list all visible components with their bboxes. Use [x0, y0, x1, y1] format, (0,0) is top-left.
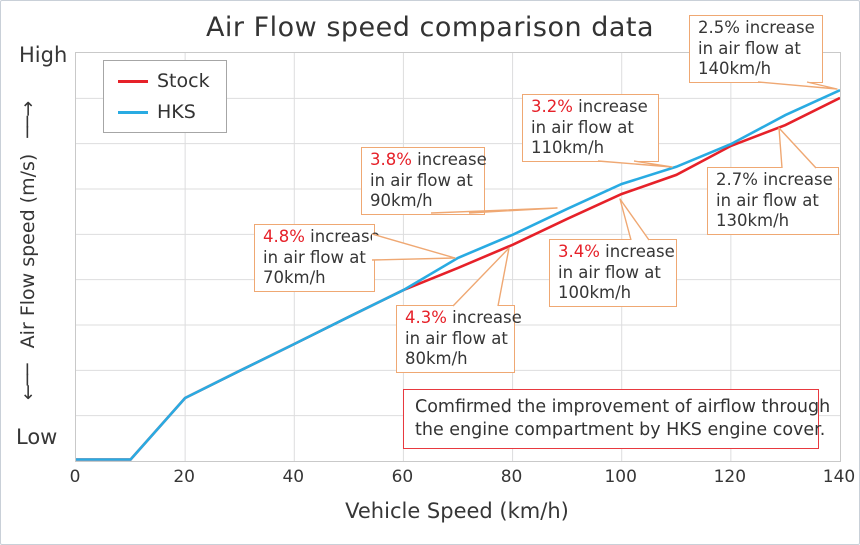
x-tick-20: 20: [173, 467, 195, 487]
annotation-130kmh-line3: 130km/h: [716, 211, 790, 230]
annotation-110kmh-suffix: increase: [578, 97, 648, 116]
annotation-70kmh-percent: 4.8%: [263, 227, 305, 246]
annotation-140kmh-suffix: increase: [745, 18, 815, 37]
annotation-80kmh-percent: 4.3%: [405, 308, 447, 327]
x-tick-40: 40: [282, 467, 305, 487]
annotation-110kmh-line3: 110km/h: [531, 138, 605, 157]
annotation-70kmh-line3: 70km/h: [263, 268, 326, 287]
annotation-100kmh-percent: 3.4%: [558, 242, 600, 261]
annotation-110kmh-line2: in air flow at: [531, 117, 634, 137]
annotation-130kmh-line2: in air flow at: [716, 190, 819, 210]
legend-label-hks: HKS: [157, 101, 196, 123]
annotation-130kmh: 2.7% increase in air flow at 130km/h: [707, 167, 839, 235]
y-axis-high-label: High: [19, 43, 68, 67]
hks-line-swatch-icon: [118, 110, 148, 114]
legend-label-stock: Stock: [157, 70, 210, 92]
x-tick-120: 120: [713, 467, 747, 487]
annotation-80kmh: 4.3% increase in air flow at 80km/h: [396, 305, 522, 373]
annotation-80kmh-suffix: increase: [452, 308, 522, 327]
annotation-90kmh-suffix: increase: [417, 150, 487, 169]
legend-item-hks: HKS: [118, 101, 226, 123]
annotation-90kmh: 3.8% increase in air flow at 90km/h: [361, 147, 487, 215]
annotation-130kmh-suffix: increase: [763, 170, 833, 189]
summary-line-2: the engine compartment by HKS engine cov…: [415, 420, 826, 440]
legend-item-stock: Stock: [118, 70, 226, 92]
x-axis-label: Vehicle Speed (km/h): [345, 499, 569, 523]
annotation-100kmh-line3: 100km/h: [558, 283, 632, 302]
annotation-70kmh-suffix: increase: [310, 227, 380, 246]
y-axis-arrow-down-icon: ←──: [17, 364, 39, 401]
annotation-70kmh: 4.8% increase in air flow at 70km/h: [254, 224, 380, 292]
annotation-110kmh: 3.2% increase in air flow at 110km/h: [522, 94, 659, 162]
annotation-80kmh-line3: 80km/h: [405, 349, 468, 368]
x-tick-0: 0: [69, 467, 81, 487]
summary-line-1: Comfirmed the improvement of airflow thr…: [415, 397, 831, 417]
annotation-100kmh: 3.4% increase in air flow at 100km/h: [549, 239, 677, 307]
annotation-90kmh-percent: 3.8%: [370, 150, 412, 169]
annotation-90kmh-line2: in air flow at: [370, 170, 473, 190]
y-axis-low-label: Low: [16, 425, 58, 449]
x-tick-140: 140: [822, 467, 856, 487]
y-axis-label: ←── Air Flow speed (m/s) ──→: [17, 81, 47, 421]
annotation-140kmh-line2: in air flow at: [698, 38, 801, 58]
annotation-110kmh-percent: 3.2%: [531, 97, 573, 116]
summary-box: Comfirmed the improvement of airflow thr…: [403, 389, 831, 449]
x-tick-100: 100: [604, 467, 637, 487]
x-tick-60: 60: [391, 467, 414, 487]
y-axis-arrow-up-icon: ──→: [17, 101, 39, 138]
chart-title: Air Flow speed comparison data: [205, 12, 655, 43]
annotation-140kmh: 2.5% increase in air flow at 140km/h: [689, 15, 823, 83]
x-axis-ticks: 0 20 40 60 80 100 120 140: [70, 467, 856, 491]
annotation-70kmh-line2: in air flow at: [263, 247, 366, 267]
annotation-100kmh-suffix: increase: [605, 242, 675, 261]
x-tick-80: 80: [500, 467, 523, 487]
annotation-140kmh-line3: 140km/h: [698, 59, 772, 78]
annotation-130kmh-percent: 2.7%: [716, 170, 758, 189]
legend: Stock HKS: [103, 60, 227, 133]
annotation-90kmh-line3: 90km/h: [370, 191, 433, 210]
y-axis-label-text: Air Flow speed (m/s): [17, 153, 39, 349]
annotation-140kmh-percent: 2.5%: [698, 18, 740, 37]
annotation-100kmh-line2: in air flow at: [558, 262, 661, 282]
stock-line-swatch-icon: [118, 79, 148, 83]
annotation-80kmh-line2: in air flow at: [405, 328, 508, 348]
